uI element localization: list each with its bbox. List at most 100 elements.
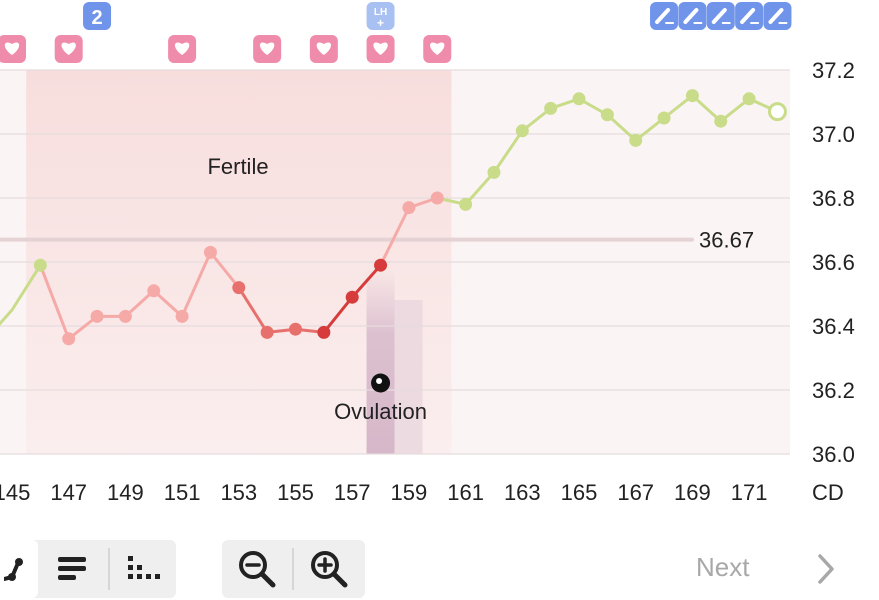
heart-icon: [259, 42, 275, 55]
line-segment: [379, 206, 411, 267]
data-point: [544, 101, 558, 115]
data-point: [657, 111, 671, 125]
ovulation-band: [366, 270, 395, 454]
line-segment: [322, 295, 354, 334]
next-button[interactable]: Next: [696, 552, 750, 582]
heart-icon: [4, 42, 20, 55]
x-tick-label: 167: [617, 480, 654, 505]
zoom-in-icon: [311, 551, 348, 588]
data-point: [203, 245, 217, 259]
ovulation-band-secondary: [394, 300, 423, 454]
ovulation-icon-dot: [376, 378, 383, 384]
line-segment: [0, 308, 14, 326]
x-tick-label: 151: [164, 480, 201, 505]
data-point: [572, 92, 586, 106]
line-segment: [350, 263, 383, 299]
x-tick-label: 161: [447, 480, 484, 505]
zoom-out-button[interactable]: [222, 540, 292, 598]
data-point: [260, 325, 274, 339]
bar-list-button[interactable]: [38, 540, 108, 598]
bbt-chart: 36.0 36.2 36.4 36.6 36.8 37.0 37.2 145 147 149 151…: [0, 2, 855, 505]
count-badge-label: 2: [91, 7, 102, 29]
data-point: [317, 325, 331, 339]
y-tick-label: 37.0: [812, 122, 855, 147]
pencil-icon: [740, 8, 756, 24]
lh-test-sign: +: [377, 16, 384, 30]
data-point: [175, 309, 189, 323]
heart-icon: [174, 42, 190, 55]
data-point: [345, 290, 359, 304]
y-tick-label: 36.6: [812, 250, 855, 275]
heart-icon: [430, 42, 445, 55]
dot-grid-icon: [128, 556, 160, 579]
x-tick-label: 147: [50, 480, 87, 505]
zoom-out-icon: [239, 551, 276, 588]
x-axis-label: CD: [812, 480, 844, 505]
line-segment: [208, 250, 241, 290]
temperature-point-layer: [33, 89, 787, 346]
grid-layer: [0, 69, 790, 455]
x-tick-label: 169: [674, 480, 711, 505]
pencil-icon: [711, 8, 727, 24]
data-point: [289, 322, 302, 336]
heart-icon: [316, 42, 332, 55]
ovulation-label: Ovulation: [334, 399, 427, 424]
count-badge: [83, 2, 112, 30]
lh-test-label: LH: [374, 7, 387, 18]
toolbar-separator: [108, 548, 110, 590]
y-tick-label: 36.4: [812, 314, 855, 339]
line-segment: [38, 263, 71, 341]
line-segment: [10, 263, 42, 312]
data-point: [600, 108, 614, 122]
bars-icon: [58, 557, 86, 580]
line-segment: [237, 286, 269, 334]
line-chart-icon: [4, 558, 23, 581]
chevron-right-icon[interactable]: [812, 552, 840, 586]
x-tick-label: 163: [504, 480, 541, 505]
line-segment: [464, 170, 496, 206]
data-point: [714, 114, 728, 128]
line-chart-button[interactable]: [0, 540, 38, 598]
data-point: [90, 309, 104, 323]
lh-test-badge: [366, 2, 395, 30]
data-point-open: [767, 102, 787, 122]
data-point: [430, 191, 444, 205]
heart-icon: [61, 42, 76, 55]
y-tick-label: 37.2: [812, 58, 855, 83]
data-point: [147, 284, 161, 298]
y-tick-label: 36.2: [812, 378, 855, 403]
x-tick-label: 165: [561, 480, 598, 505]
data-point: [402, 201, 416, 215]
line-segment: [492, 129, 524, 174]
pencil-icon: [655, 8, 671, 24]
marker-row-layer: 2 LH+: [0, 2, 792, 63]
line-segment: [180, 250, 212, 318]
x-tick-label: 149: [107, 480, 144, 505]
x-tick-label: 159: [391, 480, 428, 505]
data-point: [515, 124, 529, 138]
data-point: [62, 332, 76, 346]
data-point: [459, 197, 473, 211]
heart-icon: [373, 42, 388, 55]
pencil-icon: [768, 8, 784, 24]
data-point: [232, 281, 246, 295]
y-tick-label: 36.8: [812, 186, 855, 211]
zoom-in-button[interactable]: [294, 540, 364, 598]
data-point: [118, 309, 132, 323]
data-point: [629, 133, 643, 147]
data-point: [33, 258, 47, 272]
data-point: [487, 165, 501, 179]
x-tick-label: 157: [334, 480, 371, 505]
data-point: [742, 92, 756, 106]
x-tick-label: 153: [220, 480, 257, 505]
x-tick-label: 155: [277, 480, 314, 505]
x-tick-label: 171: [731, 480, 768, 505]
x-tick-label: 145: [0, 480, 30, 505]
y-tick-label: 36.0: [812, 442, 855, 467]
data-point: [374, 258, 388, 272]
dot-view-button[interactable]: [110, 540, 176, 598]
pencil-icon: [683, 8, 699, 24]
zoom-toolbar: [222, 540, 365, 598]
fertile-label: Fertile: [207, 154, 268, 179]
data-point: [685, 89, 699, 103]
